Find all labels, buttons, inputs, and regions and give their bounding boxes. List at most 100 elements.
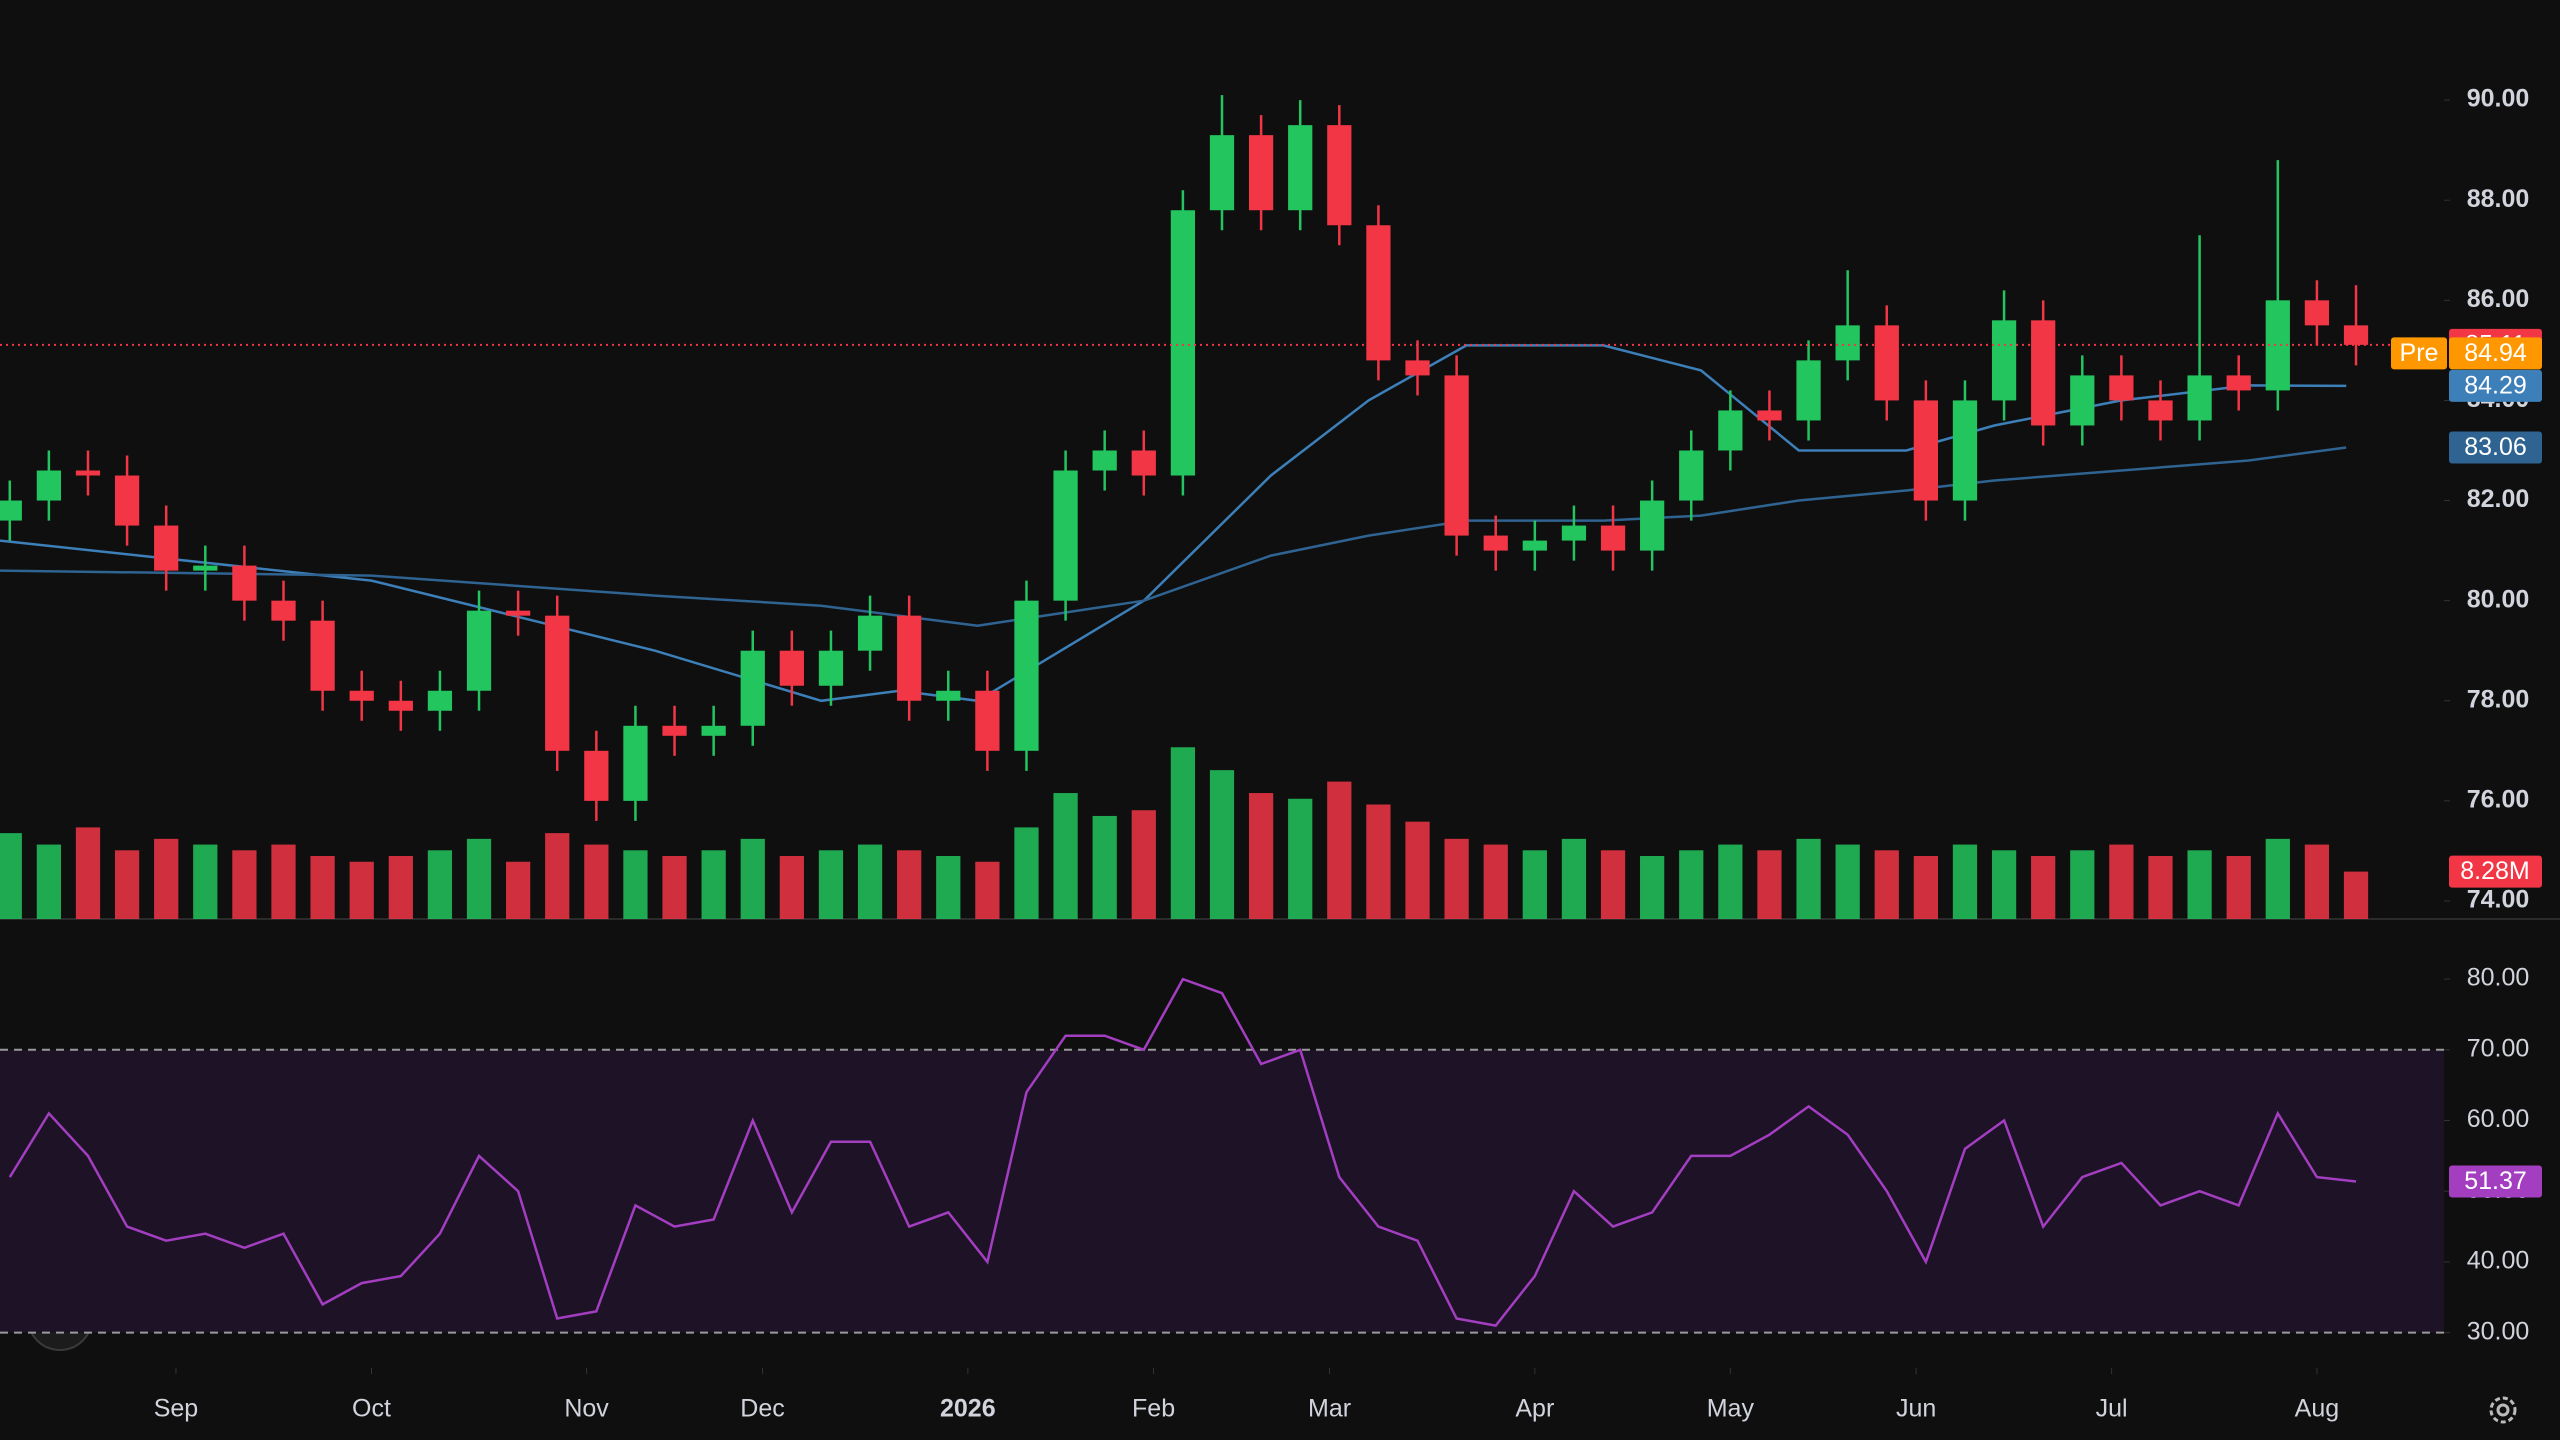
candle-body bbox=[584, 750, 609, 801]
y-tick-label: 74.00 bbox=[2467, 886, 2530, 914]
volume-bar bbox=[2070, 850, 2095, 919]
x-tick-label: Apr bbox=[1515, 1395, 1554, 1423]
candle-body bbox=[857, 615, 883, 651]
volume-bar bbox=[427, 850, 453, 919]
gear-inner[interactable] bbox=[2496, 1403, 2510, 1417]
y-tick-label: 82.00 bbox=[2467, 485, 2530, 513]
candle-body bbox=[1483, 535, 1508, 551]
volume-bar bbox=[1209, 770, 1235, 919]
candle-body bbox=[1170, 210, 1196, 476]
rsi-label-box bbox=[2449, 1165, 2542, 1198]
volume-bar bbox=[1600, 850, 1626, 919]
rsi-y-tick-label: 80.00 bbox=[2467, 964, 2530, 992]
volume-bar bbox=[975, 861, 1000, 919]
volume-bar bbox=[2187, 850, 2212, 919]
candle-body bbox=[1366, 225, 1391, 361]
candle-body bbox=[2031, 320, 2056, 426]
volume-bar bbox=[1718, 844, 1743, 919]
volume-bar bbox=[662, 856, 687, 919]
volume-bar bbox=[2031, 856, 2056, 919]
candle-body bbox=[1913, 400, 1938, 501]
y-tick-label: 88.00 bbox=[2467, 185, 2530, 213]
x-tick-label: Sep bbox=[154, 1395, 198, 1423]
candle-body bbox=[1796, 360, 1821, 421]
volume-bar bbox=[584, 844, 609, 919]
candle-body bbox=[1248, 135, 1274, 211]
volume-bar bbox=[1366, 804, 1391, 919]
x-tick-label: Mar bbox=[1308, 1395, 1351, 1423]
volume-bar bbox=[1092, 815, 1117, 919]
volume-bar bbox=[1679, 850, 1704, 919]
gear-outer[interactable] bbox=[2489, 1396, 2517, 1424]
candle-body bbox=[2070, 375, 2095, 426]
candle-body bbox=[1600, 525, 1626, 551]
candle-body bbox=[1444, 375, 1469, 536]
volume-bar bbox=[310, 856, 335, 919]
volume-bar bbox=[818, 850, 844, 919]
volume-bar bbox=[1248, 793, 1274, 919]
volume-bar bbox=[545, 833, 570, 919]
candle-body bbox=[232, 565, 257, 601]
volume-label-box bbox=[2449, 855, 2542, 888]
volume-bar bbox=[1170, 747, 1196, 919]
candle-body bbox=[2109, 375, 2134, 401]
volume-bar bbox=[0, 833, 22, 919]
volume-bar bbox=[114, 850, 140, 919]
candle-body bbox=[1952, 400, 1978, 501]
volume-bar bbox=[1991, 850, 2017, 919]
rsi-y-tick-label: 30.00 bbox=[2467, 1317, 2530, 1345]
candle-body bbox=[1835, 325, 1860, 361]
settings-gear[interactable] bbox=[2489, 1396, 2517, 1424]
x-tick-label: Dec bbox=[740, 1395, 784, 1423]
x-tick-label: 2026 bbox=[940, 1395, 996, 1423]
volume-bar bbox=[36, 844, 62, 919]
candle-body bbox=[154, 525, 179, 571]
volume-bar bbox=[466, 838, 492, 919]
ma-label-box bbox=[2449, 431, 2542, 464]
rsi-y-tick-label: 60.00 bbox=[2467, 1105, 2530, 1133]
candle-body bbox=[2343, 325, 2369, 345]
candle-body bbox=[2148, 400, 2173, 421]
ma-label-box bbox=[2449, 369, 2542, 402]
candle-body bbox=[310, 620, 335, 691]
candle-body bbox=[1874, 325, 1899, 401]
ma-label: 83.06 bbox=[2464, 433, 2527, 461]
y-tick-label: 90.00 bbox=[2467, 85, 2530, 113]
candle-body bbox=[1092, 450, 1117, 471]
volume-bar bbox=[779, 856, 804, 919]
candle-body bbox=[1561, 525, 1587, 541]
candle-body bbox=[818, 650, 844, 686]
volume-bar bbox=[1405, 821, 1430, 919]
volume-bar bbox=[1835, 844, 1860, 919]
candle-body bbox=[2187, 375, 2212, 421]
candle-body bbox=[740, 650, 765, 726]
volume-bar bbox=[2226, 856, 2251, 919]
x-tick-label: Feb bbox=[1132, 1395, 1175, 1423]
premarket-price-label-box bbox=[2449, 337, 2542, 370]
volume-bar bbox=[1913, 856, 1938, 919]
x-tick-label: Nov bbox=[564, 1395, 609, 1423]
volume-bar bbox=[1483, 844, 1508, 919]
candle-body bbox=[114, 475, 140, 526]
volume-bar bbox=[740, 838, 765, 919]
candle-body bbox=[1522, 540, 1547, 551]
x-tick-label: Jul bbox=[2096, 1395, 2128, 1423]
candle-body bbox=[662, 725, 687, 736]
volume-bar bbox=[506, 861, 531, 919]
x-tick-label: Jun bbox=[1896, 1395, 1936, 1423]
volume-bar bbox=[232, 850, 257, 919]
volume-bar bbox=[2304, 844, 2330, 919]
candle-body bbox=[1131, 450, 1156, 476]
y-tick-label: 76.00 bbox=[2467, 785, 2530, 813]
volume-bar bbox=[2109, 844, 2134, 919]
candle-body bbox=[506, 610, 531, 616]
volume-bar bbox=[936, 856, 961, 919]
ma-label: 84.29 bbox=[2464, 372, 2527, 400]
volume-bar bbox=[1640, 856, 1665, 919]
volume-bar bbox=[271, 844, 296, 919]
candle-body bbox=[623, 725, 648, 801]
volume-bar bbox=[1522, 850, 1547, 919]
volume-bar bbox=[1444, 838, 1469, 919]
volume-bar bbox=[193, 844, 218, 919]
